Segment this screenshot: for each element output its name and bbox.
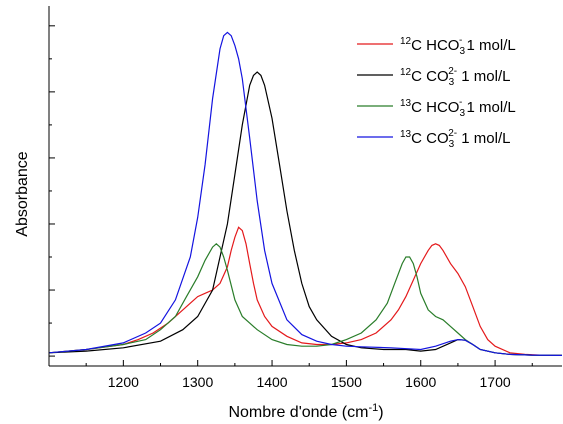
plot-axes <box>48 6 562 367</box>
plot-curves <box>48 31 563 356</box>
legend-item: 13C HCO3- 1 mol/L <box>357 97 516 119</box>
legend-item: 12C CO32- 1 mol/L <box>357 66 510 88</box>
legend-label: 12C HCO3- 1 mol/L <box>400 35 516 57</box>
x-axis-title: Nombre d'onde (cm-1) <box>228 402 383 421</box>
x-tick-label: 1300 <box>182 374 213 390</box>
legend: 12C HCO3- 1 mol/L 12C CO32- 1 mol/L 13C HC… <box>357 35 516 150</box>
y-axis-title: Absorbance <box>14 151 31 236</box>
x-tick-label: 1400 <box>256 374 287 390</box>
legend-item: 13C CO32- 1 mol/L <box>357 128 510 150</box>
series-line-4 <box>48 31 563 356</box>
x-axis-ticks: 1200 1300 1400 1500 1600 1700 <box>85 360 533 390</box>
x-tick-label: 1600 <box>405 374 436 390</box>
legend-label: 13C CO32- 1 mol/L <box>400 128 510 150</box>
legend-label: 13C HCO3- 1 mol/L <box>400 97 516 119</box>
series-line-1 <box>48 226 563 356</box>
x-tick-label: 1200 <box>108 374 139 390</box>
x-tick-label: 1500 <box>331 374 362 390</box>
x-tick-label: 1700 <box>480 374 511 390</box>
y-axis-ticks <box>49 25 55 357</box>
legend-item: 12C HCO3- 1 mol/L <box>357 35 516 57</box>
legend-label: 12C CO32- 1 mol/L <box>400 66 510 88</box>
series-line-3 <box>48 242 563 356</box>
